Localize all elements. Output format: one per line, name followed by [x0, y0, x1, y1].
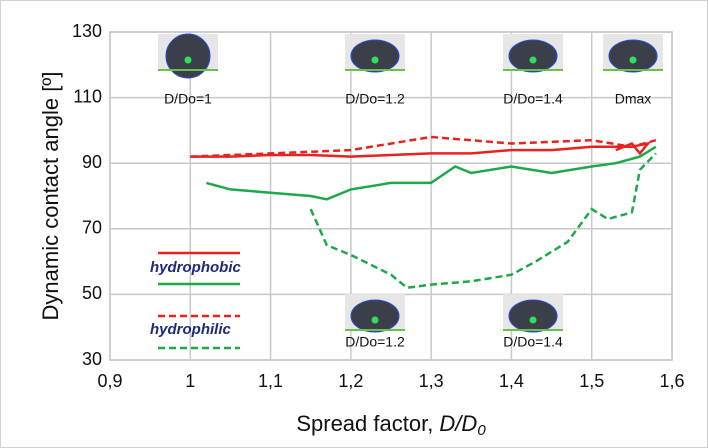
x-axis-label-part: D/D: [439, 411, 477, 436]
legend-label: hydrophilic: [150, 321, 231, 338]
y-tick-label: 70: [82, 218, 102, 238]
legend-label: hydrophobic: [150, 259, 241, 276]
x-tick-label: 1,1: [258, 371, 283, 391]
series-line: [205, 145, 657, 201]
center-dot: [184, 56, 192, 64]
x-axis-label: Spread factor, D/D0: [296, 411, 486, 439]
y-tick-label: 90: [82, 152, 102, 172]
x-tick-label: 1,2: [338, 371, 363, 391]
center-dot: [371, 316, 379, 324]
droplet: [508, 299, 558, 333]
x-tick-label: 1,6: [659, 371, 684, 391]
center-dot: [529, 316, 537, 324]
annotation: D/Do=1.4: [503, 91, 563, 107]
y-tick-label: 110: [73, 86, 102, 106]
droplet: [508, 39, 558, 73]
x-tick-label: 1: [185, 371, 195, 391]
center-dot: [529, 56, 537, 64]
center-dot: [371, 56, 379, 64]
annotation: Dmax: [615, 91, 652, 107]
x-tick-label: 0,9: [97, 371, 122, 391]
annotation: D/Do=1.2: [345, 334, 405, 350]
annotation: D/Do=1.4: [503, 334, 563, 350]
x-tick-label: 1,3: [419, 371, 444, 391]
y-axis-label: Dynamic contact angle [º]: [38, 72, 63, 321]
x-axis-label-part: Spread factor,: [296, 411, 439, 436]
droplet: [350, 39, 400, 73]
plot-border: [109, 31, 673, 361]
y-tick-label: 130: [72, 21, 102, 41]
series-line: [190, 141, 652, 158]
droplet: [165, 33, 211, 79]
center-dot: [629, 56, 637, 64]
y-tick-label: 30: [82, 349, 102, 369]
annotation: D/Do=1.2: [345, 91, 405, 107]
droplet: [350, 299, 400, 333]
x-axis-label-part: 0: [477, 422, 486, 439]
series-line: [309, 152, 657, 290]
droplet: [608, 39, 658, 73]
annotation: D/Do=1: [164, 91, 212, 107]
y-tick-label: 50: [82, 283, 102, 303]
x-tick-label: 1,4: [499, 371, 524, 391]
series-line: [190, 135, 657, 158]
x-tick-label: 1,5: [579, 371, 604, 391]
